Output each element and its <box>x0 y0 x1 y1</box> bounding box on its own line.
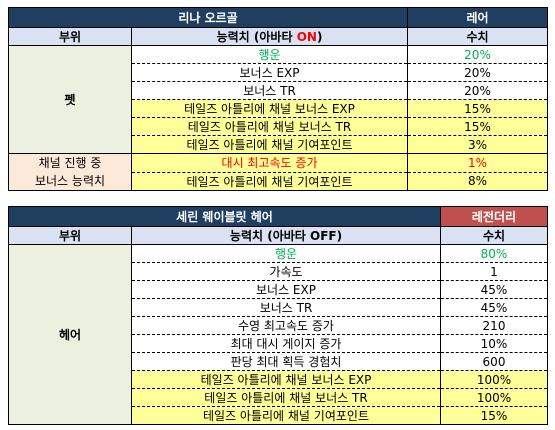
item-title: 세린 웨이블릿 헤어 <box>9 207 441 227</box>
header-part: 부위 <box>9 227 132 245</box>
stat-value: 100% <box>441 371 548 389</box>
stat-value: 45% <box>441 281 548 299</box>
stat-value: 45% <box>441 299 548 317</box>
stat-value: 1 <box>441 263 548 281</box>
item-title: 리나 오르골 <box>9 8 408 28</box>
stat-value: 100% <box>441 389 548 407</box>
stat-value: 10% <box>441 335 548 353</box>
stat-name: 대시 최고속도 증가 <box>132 154 408 173</box>
stat-name: 수영 최고속도 증가 <box>132 317 441 335</box>
stat-name: 판당 최대 획득 경험치 <box>132 353 441 371</box>
stat-name: 테일즈 아틀리에 채널 보너스 TR <box>132 389 441 407</box>
stat-name: 최대 대시 게이지 증가 <box>132 335 441 353</box>
header-value: 수치 <box>408 28 548 46</box>
stat-value: 15% <box>408 100 548 118</box>
stat-value: 1% <box>408 154 548 173</box>
stat-name: 테일즈 아틀리에 채널 보너스 EXP <box>132 371 441 389</box>
category-channel-bonus: 채널 진행 중 보너스 능력치 <box>9 154 132 191</box>
stat-name: 보너스 EXP <box>132 64 408 82</box>
header-stat: 능력치 (아바타 OFF) <box>132 227 441 245</box>
stat-value: 20% <box>408 46 548 64</box>
category-pet: 펫 <box>9 46 132 154</box>
header-part: 부위 <box>9 28 132 46</box>
stat-name: 보너스 TR <box>132 82 408 100</box>
grade-badge: 레전더리 <box>441 207 548 227</box>
header-value: 수치 <box>441 227 548 245</box>
stat-value: 20% <box>408 64 548 82</box>
avatar-on-label: ON <box>297 30 317 44</box>
stat-value: 210 <box>441 317 548 335</box>
stat-name: 테일즈 아틀리에 채널 보너스 TR <box>132 118 408 136</box>
rina-orgel-table: 리나 오르골 레어 부위 능력치 (아바타 ON) 수치 펫 행운 20% 보너… <box>8 7 548 191</box>
stat-name: 테일즈 아틀리에 채널 기여포인트 <box>132 407 441 425</box>
stat-name: 가속도 <box>132 263 441 281</box>
stat-value: 3% <box>408 136 548 154</box>
stat-name: 행운 <box>132 245 441 263</box>
stat-value: 8% <box>408 172 548 191</box>
stat-name: 테일즈 아틀리에 채널 기여포인트 <box>132 136 408 154</box>
stat-value: 15% <box>408 118 548 136</box>
stat-value: 600 <box>441 353 548 371</box>
serin-wavelet-hair-table: 세린 웨이블릿 헤어 레전더리 부위 능력치 (아바타 OFF) 수치 헤어 행… <box>8 206 548 425</box>
stat-value: 20% <box>408 82 548 100</box>
stat-name: 보너스 TR <box>132 299 441 317</box>
category-hair: 헤어 <box>9 245 132 425</box>
stat-name: 행운 <box>132 46 408 64</box>
stat-name: 테일즈 아틀리에 채널 보너스 EXP <box>132 100 408 118</box>
stat-name: 보너스 EXP <box>132 281 441 299</box>
stat-name: 테일즈 아틀리에 채널 기여포인트 <box>132 172 408 191</box>
stat-value: 80% <box>441 245 548 263</box>
header-stat: 능력치 (아바타 ON) <box>132 28 408 46</box>
stat-value: 15% <box>441 407 548 425</box>
grade-badge: 레어 <box>408 8 548 28</box>
